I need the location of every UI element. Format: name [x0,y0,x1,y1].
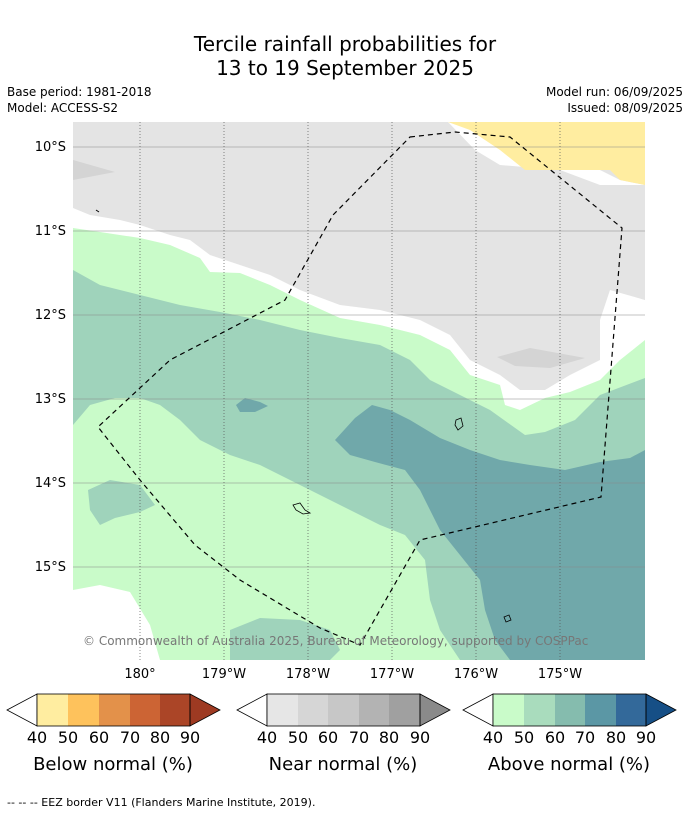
colorbar-title: Above normal (%) [488,754,650,775]
colorbar-segment [524,694,555,726]
colorbar-tick: 80 [606,728,626,747]
lon-label: 177°W [370,667,414,682]
colorbar-tick: 50 [514,728,534,747]
below-normal-40-region [448,122,645,185]
colorbar-segment [160,694,190,726]
near-normal-50-patch-east [497,348,585,368]
colorbar-under-arrow [462,693,494,727]
colorbar-tick: 90 [636,728,656,747]
colorbar-tick: 90 [410,728,430,747]
colorbar-frame [36,693,191,727]
island-wallis [454,417,464,431]
lon-label: 179°W [202,667,246,682]
base-period: Base period: 1981-2018 [7,85,152,99]
colorbar-segment [298,694,328,726]
above-normal-40-hole-west [73,585,160,660]
lat-label: 10°S [35,140,66,155]
colorbar-segment [493,694,524,726]
lat-label: 14°S [35,476,66,491]
colorbar-tick: 60 [89,728,109,747]
colorbar-segment [68,694,99,726]
island-futuna [292,502,312,515]
colorbar-segment [389,694,420,726]
island-niuafoou [503,614,512,623]
colorbar-tick: 60 [545,728,565,747]
latitude-labels: 10°S 11°S 12°S 13°S 14°S 15°S [35,140,66,575]
colorbar-tick: 40 [483,728,503,747]
colorbar-tick: 70 [120,728,140,747]
lat-label: 13°S [35,392,66,407]
near-normal-40-region-main [73,122,645,390]
lat-label: 12°S [35,308,66,323]
colorbar-near-normal: 40 50 60 70 80 90 Near normal (%) [236,693,451,775]
colorbar-tick: 90 [180,728,200,747]
colorbar-over-arrow [645,693,677,727]
colorbar-title: Near normal (%) [269,754,418,775]
colorbar-title: Below normal (%) [33,754,193,775]
colorbar-over-arrow [419,693,451,727]
issued-date: Issued: 08/09/2025 [567,101,683,115]
colorbar-segment [555,694,585,726]
above-normal-50-patch-west [88,480,155,525]
colorbar-tick: 80 [150,728,170,747]
lon-label: 178°W [286,667,330,682]
above-normal-60-region [335,405,645,660]
lat-label: 11°S [35,224,66,239]
map-title-line2: 13 to 19 September 2025 [216,56,474,80]
eez-border [97,131,623,646]
map-title-line1: Tercile rainfall probabilities for [193,32,497,56]
colorbar-tick: 40 [257,728,277,747]
colorbar-tick: 70 [575,728,595,747]
colorbar-tick: 40 [27,728,47,747]
colorbar-frame [266,693,421,727]
model-run: Model run: 06/09/2025 [545,85,683,99]
near-normal-50-patch [73,160,115,180]
probability-fields: © Commonwealth of Australia 2025, Bureau… [73,122,645,660]
colorbar-tick: 50 [288,728,308,747]
colorbar-tick: 80 [379,728,399,747]
colorbar-tick: 60 [318,728,338,747]
colorbar-tick: 70 [349,728,369,747]
colorbar-segment [37,694,68,726]
above-normal-60-patch-small [236,398,268,412]
graticule [73,146,645,568]
colorbar-segment [130,694,160,726]
colorbar-segment [99,694,130,726]
lon-label: 175°W [538,667,582,682]
lat-label: 15°S [35,560,66,575]
map-figure: © Commonwealth of Australia 2025, Bureau… [6,122,677,775]
longitude-labels: 180° 179°W 178°W 177°W 176°W 175°W [124,667,582,682]
colorbar-below-normal: 40 50 60 70 80 90 Below normal (%) [6,693,221,775]
copyright-text: © Commonwealth of Australia 2025, Bureau… [83,634,588,648]
colorbar-under-arrow [6,693,38,727]
colorbar-under-arrow [236,693,268,727]
colorbar-tick: 50 [58,728,78,747]
colorbar-above-normal: 40 50 60 70 80 90 Above normal (%) [462,693,677,775]
model-name: Model: ACCESS-S2 [7,101,119,115]
island-rotuma [95,209,100,213]
eez-legend-footnote: -- -- -- EEZ border V11 (Flanders Marine… [7,796,316,809]
above-normal-50-patch-south [230,618,340,660]
lon-label: 180° [124,667,155,682]
colorbar-segment [359,694,389,726]
colorbar-segment [267,694,298,726]
colorbar-segment [616,694,646,726]
colorbar-segment [328,694,359,726]
colorbar-frame [492,693,647,727]
colorbar-over-arrow [189,693,221,727]
colorbar-segment [585,694,616,726]
lon-label: 176°W [454,667,498,682]
